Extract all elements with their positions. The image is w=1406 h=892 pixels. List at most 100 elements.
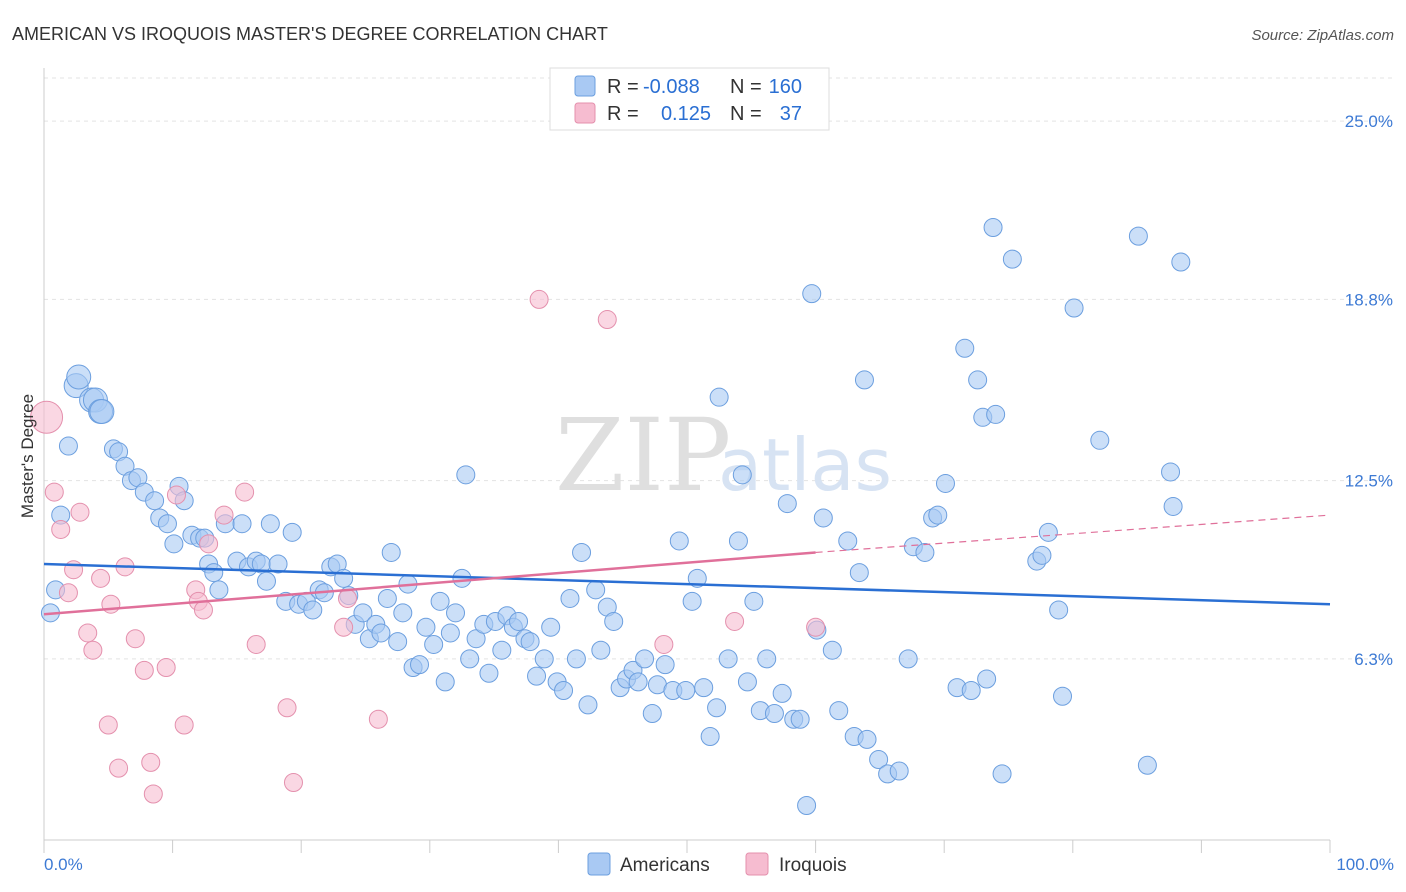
x-tick-label-max: 100.0% <box>1336 855 1394 874</box>
data-point-americans <box>164 534 184 554</box>
correlation-legend: R = -0.088 N = 160 R = 0.125 N = 37 <box>549 67 830 131</box>
data-point-iroquois <box>134 660 154 680</box>
data-point-americans <box>66 364 92 390</box>
data-point-iroquois <box>334 617 354 637</box>
legend-n-label-americans: N = <box>730 76 762 98</box>
data-point-americans <box>889 761 909 781</box>
series-legend-swatch-iroquois <box>745 852 769 876</box>
data-point-iroquois <box>654 634 674 654</box>
trend-line-extension-iroquois <box>815 514 1331 554</box>
data-point-americans <box>520 632 540 652</box>
y-tick-label: 25.0% <box>1345 112 1393 131</box>
data-point-iroquois <box>277 698 297 718</box>
legend-n-label-iroquois: N = <box>730 103 762 125</box>
chart-title: AMERICAN VS IROQUOIS MASTER'S DEGREE COR… <box>12 24 608 44</box>
data-point-americans <box>256 571 276 591</box>
data-point-americans <box>1064 298 1084 318</box>
data-point-americans <box>802 284 822 304</box>
data-point-americans <box>983 218 1003 238</box>
y-tick-label: 6.3% <box>1354 650 1393 669</box>
data-point-americans <box>268 554 288 574</box>
data-point-americans <box>586 580 606 600</box>
data-point-americans <box>986 404 1006 424</box>
data-point-americans <box>410 655 430 675</box>
data-point-americans <box>737 672 757 692</box>
data-point-americans <box>935 473 955 493</box>
data-point-americans <box>157 514 177 534</box>
data-point-americans <box>676 680 696 700</box>
data-point-iroquois <box>246 634 266 654</box>
data-point-americans <box>682 591 702 611</box>
data-point-iroquois <box>51 519 71 539</box>
data-point-americans <box>204 563 224 583</box>
data-point-iroquois <box>58 583 78 603</box>
data-point-americans <box>772 683 792 703</box>
data-point-americans <box>732 465 752 485</box>
trend-line-americans <box>43 562 1331 606</box>
data-point-americans <box>1053 686 1073 706</box>
data-point-americans <box>303 600 323 620</box>
legend-r-label-americans: R = <box>607 76 639 98</box>
data-point-americans <box>728 531 748 551</box>
data-point-americans <box>604 611 624 631</box>
data-point-americans <box>928 505 948 525</box>
data-point-americans <box>145 491 165 511</box>
legend-r-label-iroquois: R = <box>607 103 639 125</box>
data-point-americans <box>898 649 918 669</box>
series-legend-swatch-americans <box>587 852 611 876</box>
data-point-americans <box>416 617 436 637</box>
data-point-americans <box>393 603 413 623</box>
data-point-iroquois <box>98 715 118 735</box>
data-point-americans <box>1038 522 1058 542</box>
data-point-iroquois <box>725 611 745 631</box>
data-point-americans <box>977 669 997 689</box>
data-point-iroquois <box>64 560 84 580</box>
data-point-americans <box>353 603 373 623</box>
axes <box>43 68 1331 853</box>
data-point-iroquois <box>44 482 64 502</box>
data-point-americans <box>492 640 512 660</box>
data-point-americans <box>282 522 302 542</box>
data-point-americans <box>572 542 592 562</box>
y-tick-label: 18.8% <box>1345 290 1393 309</box>
y-tick-label: 12.5% <box>1345 472 1393 491</box>
data-point-americans <box>1002 249 1022 269</box>
data-point-americans <box>1163 496 1183 516</box>
data-point-americans <box>554 680 574 700</box>
chart-source: Source: ZipAtlas.com <box>1251 27 1394 44</box>
data-point-americans <box>849 563 869 583</box>
data-point-iroquois <box>199 534 219 554</box>
data-point-americans <box>1171 252 1191 272</box>
data-point-americans <box>628 672 648 692</box>
legend-r-value-iroquois: 0.125 <box>661 103 711 125</box>
data-point-americans <box>456 465 476 485</box>
data-point-americans <box>961 680 981 700</box>
data-point-americans <box>371 623 391 643</box>
data-point-americans <box>700 726 720 746</box>
data-point-iroquois <box>143 784 163 804</box>
data-point-iroquois <box>30 400 64 434</box>
data-point-americans <box>578 695 598 715</box>
data-point-americans <box>869 749 889 769</box>
data-point-americans <box>209 580 229 600</box>
y-tick-labels: 6.3% 12.5% 18.8% 25.0% <box>1345 112 1393 669</box>
data-point-iroquois <box>109 758 129 778</box>
data-point-americans <box>968 370 988 390</box>
data-point-americans <box>718 649 738 669</box>
data-point-americans <box>534 649 554 669</box>
data-point-americans <box>790 709 810 729</box>
data-point-iroquois <box>78 623 98 643</box>
legend-n-value-iroquois: 37 <box>780 103 802 125</box>
data-point-iroquois <box>141 752 161 772</box>
y-axis-label: Master's Degree <box>18 394 37 518</box>
data-point-americans <box>915 542 935 562</box>
data-point-iroquois <box>83 640 103 660</box>
data-point-americans <box>838 531 858 551</box>
data-point-americans <box>635 649 655 669</box>
legend-n-value-americans: 160 <box>769 76 802 98</box>
data-point-iroquois <box>156 657 176 677</box>
data-point-americans <box>1137 755 1157 775</box>
data-point-americans <box>854 370 874 390</box>
data-point-americans <box>797 795 817 815</box>
